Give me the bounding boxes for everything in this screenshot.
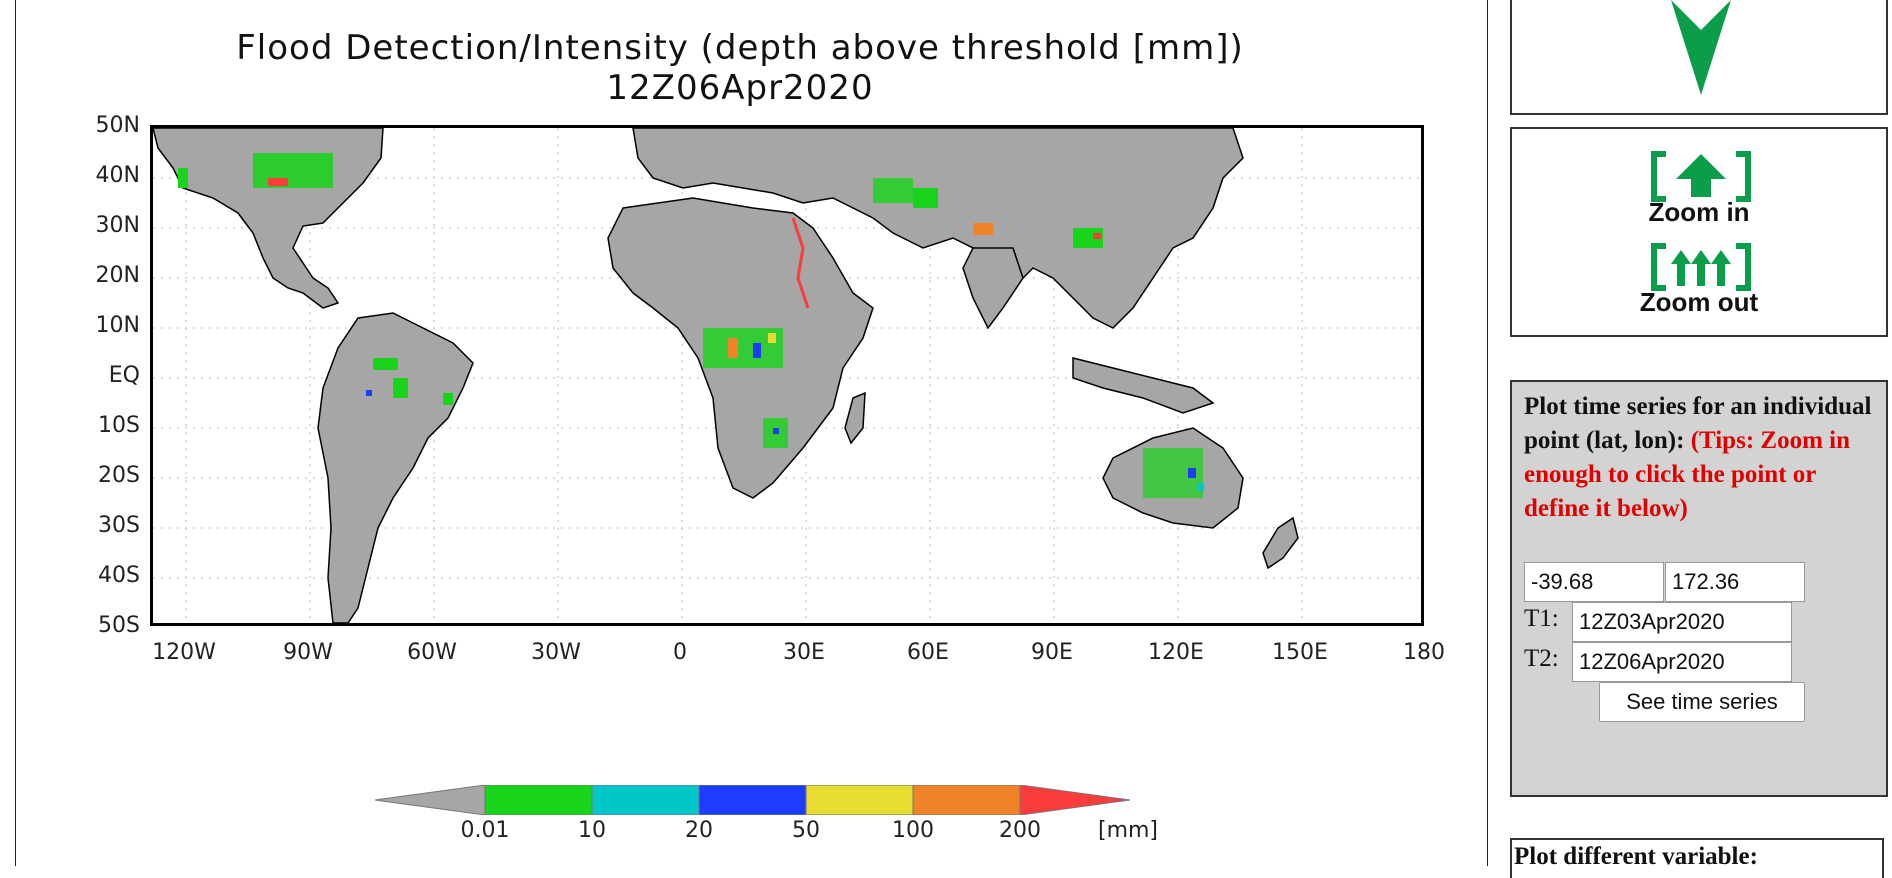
colorbar-unit: [mm] [1097,818,1159,843]
lat-input[interactable] [1524,562,1664,602]
flood-map-figure: Flood Detection/Intensity (depth above t… [95,28,1445,843]
timeseries-heading: Plot time series for an individual point… [1524,393,1872,454]
world-map[interactable] [150,125,1424,626]
colorbar-segment [912,785,1021,815]
lon-tick: 120E [1148,640,1204,665]
lat-tick: EQ [108,363,140,388]
lon-tick: 30E [783,640,825,665]
colorbar-segment [591,785,700,815]
left-border [15,0,16,866]
lat-tick: 50N [95,113,140,138]
south-america [317,312,474,623]
lat-tick: 20N [95,263,140,288]
timeseries-instructions: Plot time series for an individual point… [1524,390,1880,526]
timeseries-tips: (Tips: Zoom in enough to click the point… [1524,427,1850,522]
timeseries-panel: Plot time series for an individual point… [1510,380,1888,797]
lat-tick: 20S [98,463,140,488]
colorbar-high-triangle [1019,785,1131,815]
zoom-out-label[interactable]: Zoom out [1639,287,1759,317]
india [962,247,1024,330]
map-title: Flood Detection/Intensity (depth above t… [236,28,1244,68]
land-masses [153,128,1299,623]
new-zealand [1262,516,1299,570]
madagascar [844,391,866,445]
lon-input[interactable] [1665,562,1805,602]
lat-tick: 50S [98,613,140,638]
map-date: 12Z06Apr2020 [606,68,874,108]
lon-tick: 60E [907,640,949,665]
lon-tick: 30W [531,640,581,665]
lat-tick: 10N [95,313,140,338]
lon-tick: 90W [283,640,333,665]
colorbar [375,785,1131,815]
flood-detections [178,153,1204,498]
t1-label: T1: [1524,605,1559,632]
variable-panel: Plot different variable: [1510,838,1884,878]
lon-tick: 60W [407,640,457,665]
world-map-svg[interactable] [153,128,1421,623]
pan-down-arrow-icon[interactable] [1671,0,1731,95]
zoom-out-icon[interactable] [1646,242,1756,292]
t1-input[interactable] [1572,602,1792,642]
lon-tick: 180 [1403,640,1445,665]
lon-tick: 90E [1031,640,1073,665]
colorbar-segment [805,785,914,815]
zoom-in-icon[interactable] [1646,149,1756,204]
t2-input[interactable] [1572,642,1792,682]
lat-tick: 30N [95,213,140,238]
colorbar-label: 200 [999,818,1041,843]
lat-tick: 40S [98,563,140,588]
see-time-series-button[interactable]: See time series [1599,682,1805,722]
lat-tick: 40N [95,163,140,188]
t2-label: T2: [1524,645,1559,672]
pan-down-panel [1510,0,1888,115]
lat-tick: 30S [98,513,140,538]
colorbar-segment [484,785,593,815]
colorbar-label: 0.01 [460,818,510,843]
maritime-southeast-asia [1072,357,1215,414]
variable-heading: Plot different variable: [1514,843,1758,870]
lat-tick: 10S [98,413,140,438]
colorbar-label: 20 [685,818,713,843]
lon-tick: 120W [152,640,216,665]
zoom-panel: Zoom in Zoom out [1510,127,1888,337]
colorbar-label: 50 [792,818,820,843]
lon-tick: 150E [1272,640,1328,665]
colorbar-segment [698,785,807,815]
panel-divider [1487,0,1488,866]
colorbar-low-triangle [375,785,486,815]
colorbar-label: 100 [892,818,934,843]
zoom-in-label[interactable]: Zoom in [1648,197,1750,227]
colorbar-label: 10 [578,818,606,843]
lon-tick: 0 [673,640,687,665]
